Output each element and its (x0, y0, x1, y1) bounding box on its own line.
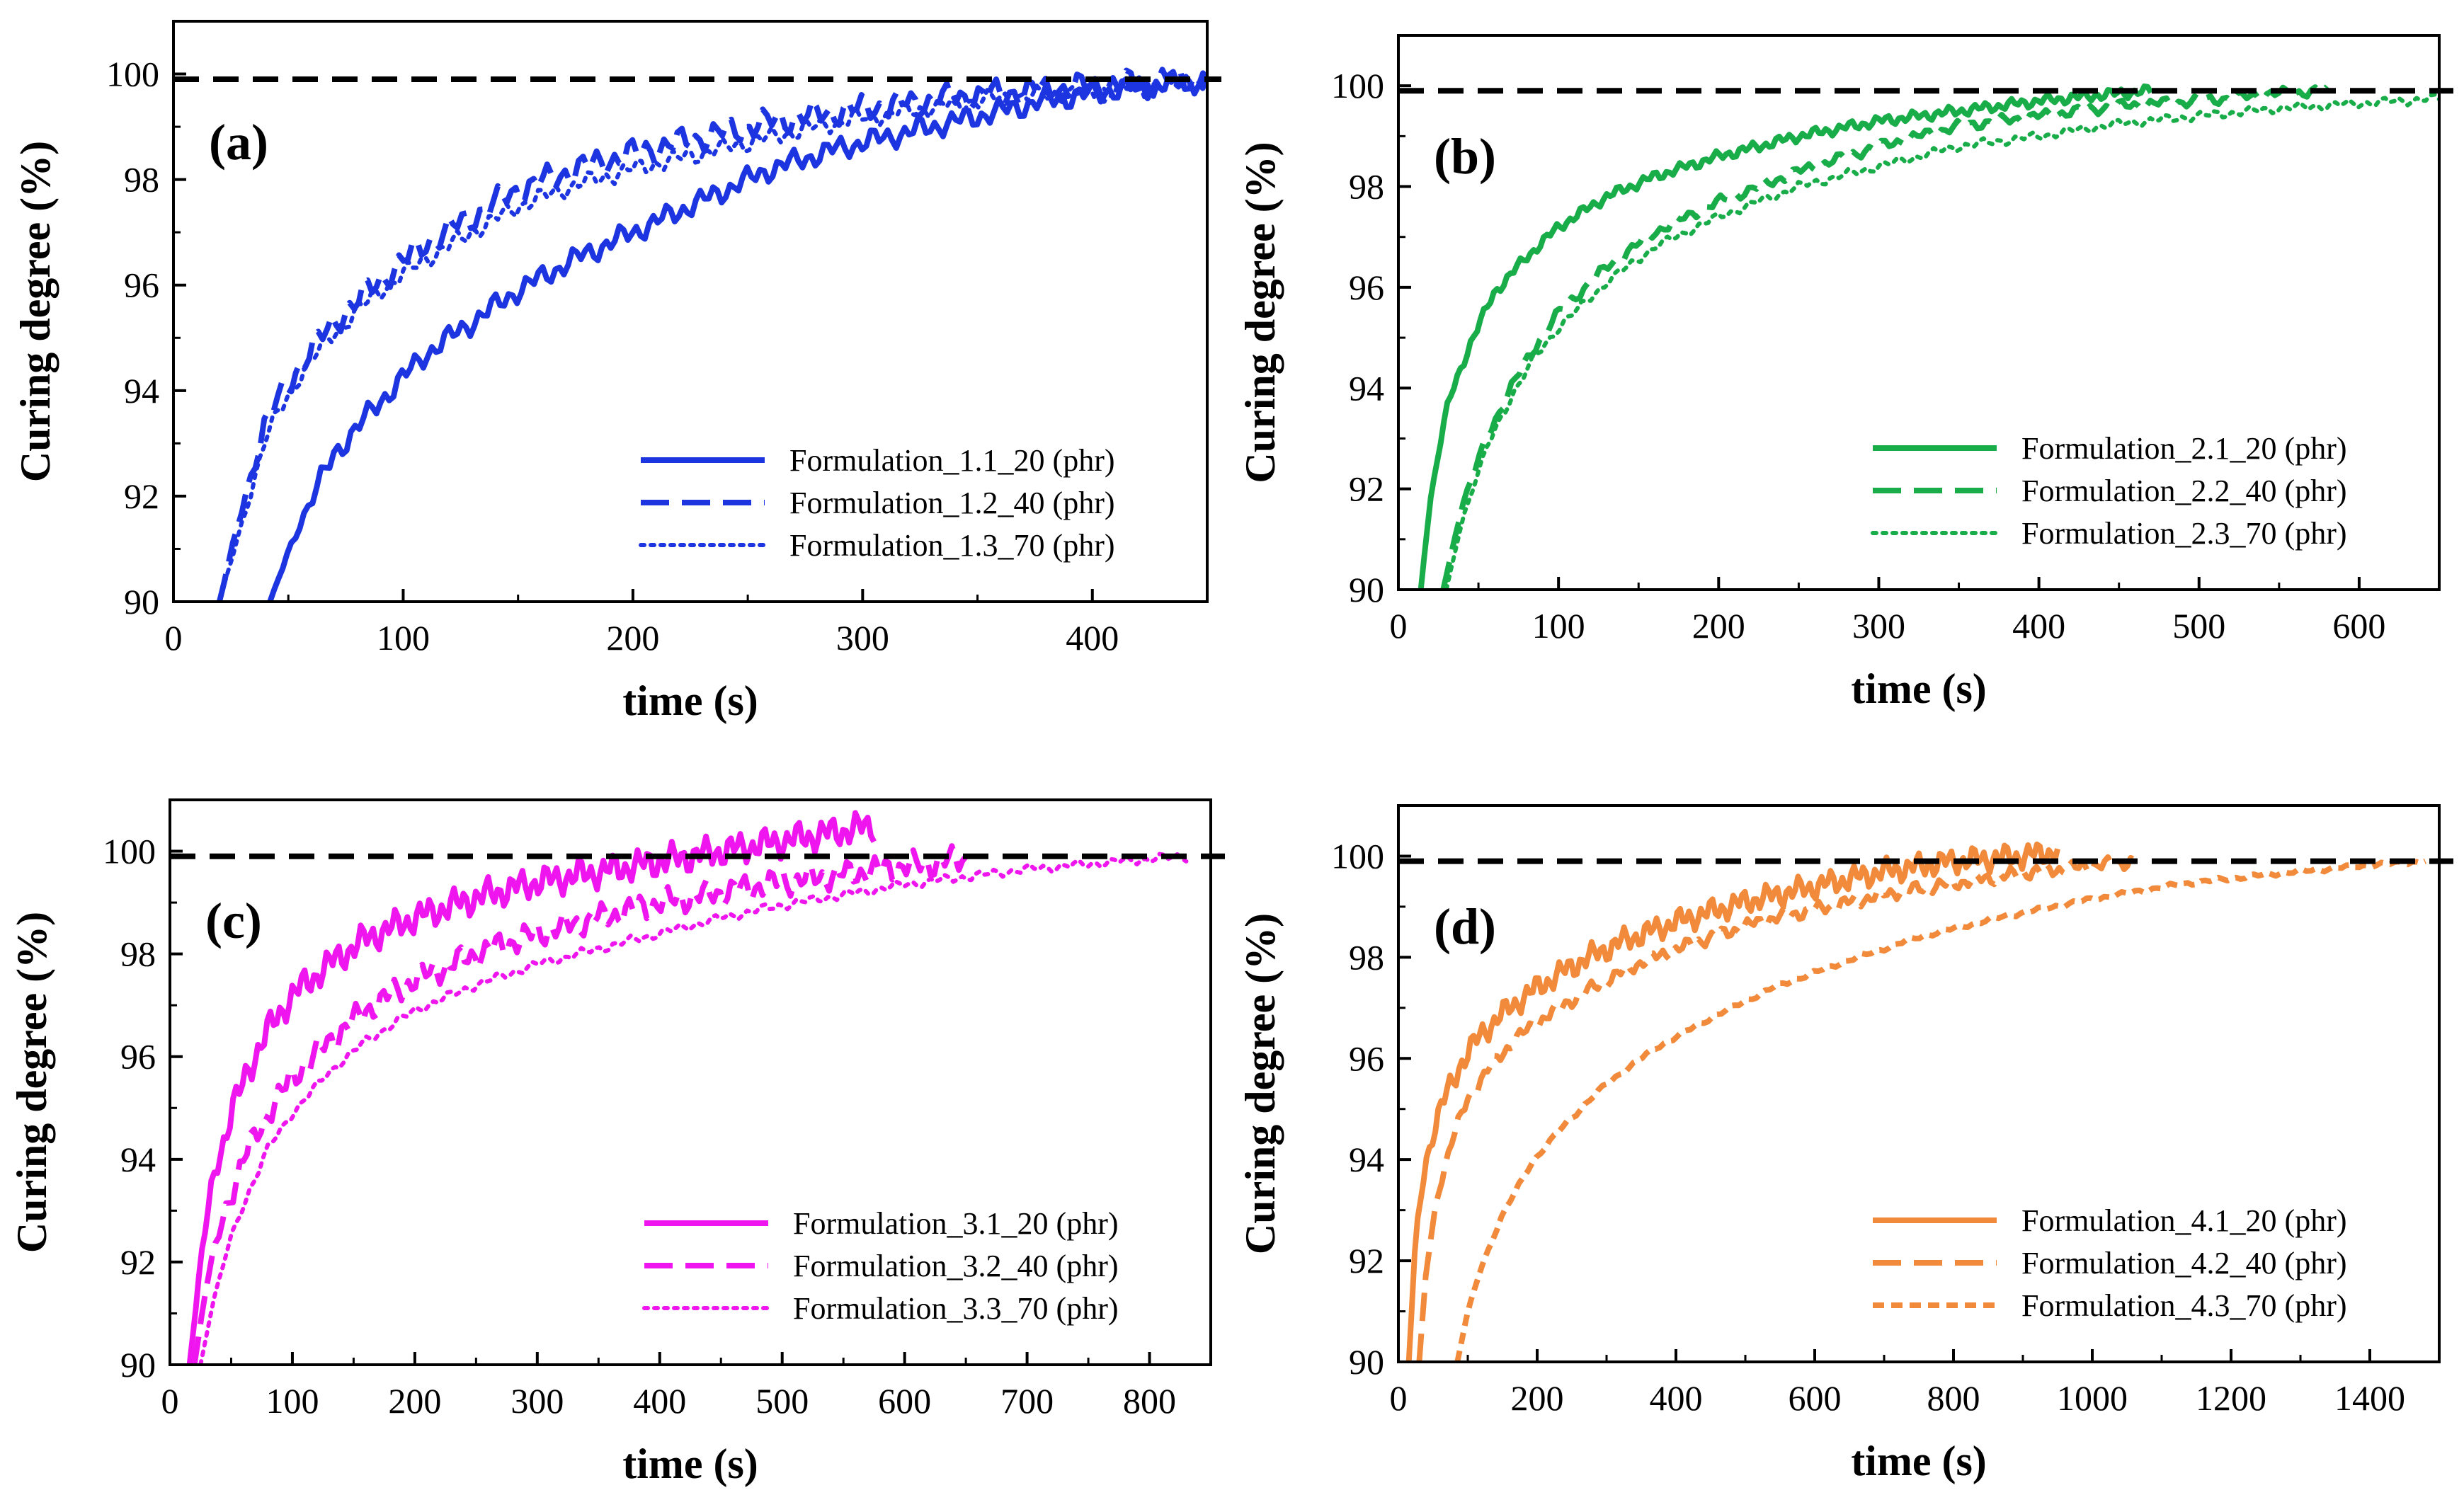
x-tick-label: 800 (1123, 1381, 1176, 1421)
series-line-3 (198, 852, 1189, 1365)
x-tick-label: 600 (2332, 606, 2385, 646)
series-line-2 (1440, 84, 2329, 590)
legend-label-1: Formulation_4.1_20 (phr) (2021, 1203, 2347, 1238)
series-line-2 (1416, 854, 2135, 1362)
y-tick-label: 92 (1349, 1241, 1384, 1280)
legend-label-2: Formulation_3.2_40 (phr) (793, 1249, 1119, 1283)
x-tick-label: 400 (2012, 606, 2065, 646)
x-tick-label: 700 (1000, 1381, 1054, 1421)
y-tick-label: 96 (124, 265, 159, 305)
x-tick-label: 1400 (2334, 1378, 2405, 1418)
x-tick-label: 800 (1927, 1378, 1980, 1418)
y-tick-label: 100 (1331, 836, 1384, 876)
y-tick-label: 90 (1349, 570, 1384, 609)
panel-label: (a) (209, 114, 268, 171)
x-tick-label: 200 (1511, 1378, 1564, 1418)
x-tick-label: 100 (377, 618, 430, 658)
y-tick-label: 98 (1349, 937, 1384, 977)
panel-label: (b) (1434, 128, 1496, 185)
y-tick-label: 90 (1349, 1342, 1384, 1382)
y-tick-label: 90 (124, 582, 159, 621)
plot-frame (1397, 34, 2441, 591)
panel-1: 0 100 200 300 400 90 92 94 96 98 100 time (s) Curing… (12, 20, 1221, 724)
panel-label: (c) (205, 893, 262, 949)
plot-frame (169, 798, 1212, 1366)
x-tick-label: 200 (1692, 606, 1745, 646)
series-line-3 (1444, 92, 2439, 590)
x-tick-label: 500 (2172, 606, 2225, 646)
x-tick-label: 600 (1789, 1378, 1842, 1418)
y-axis-title: Curing degree (%) (1237, 913, 1284, 1254)
panel-label: (d) (1434, 898, 1496, 955)
y-tick-label: 92 (124, 476, 159, 516)
series-line-1 (1418, 83, 2154, 590)
y-tick-label: 98 (1349, 167, 1384, 207)
legend-label-1: Formulation_3.1_20 (phr) (793, 1206, 1119, 1241)
y-tick-label: 100 (106, 55, 159, 94)
x-tick-label: 0 (161, 1381, 179, 1421)
series-line-1 (267, 69, 1207, 602)
y-tick-label: 94 (124, 371, 159, 411)
x-tick-label: 0 (165, 618, 183, 658)
x-axis-title: time (s) (622, 677, 758, 724)
x-axis-title: time (s) (1851, 665, 1987, 712)
y-tick-label: 92 (1349, 469, 1384, 509)
legend-label-2: Formulation_1.2_40 (phr) (789, 486, 1115, 520)
x-tick-label: 100 (266, 1381, 319, 1421)
panel-2: 0 100 200 300 400 500 600 90 92 94 96 98 100 time (s)… (1237, 34, 2453, 712)
x-tick-label: 200 (606, 618, 659, 658)
x-tick-label: 0 (1390, 1378, 1408, 1418)
legend-label-2: Formulation_4.2_40 (phr) (2021, 1246, 2347, 1280)
y-tick-label: 100 (1331, 66, 1384, 105)
y-tick-label: 96 (1349, 268, 1384, 307)
x-axis-title: time (s) (1851, 1438, 1987, 1484)
x-tick-label: 400 (1650, 1378, 1703, 1418)
x-tick-label: 300 (1852, 606, 1905, 646)
panel-3: 0 100 200 300 400 500 600 700 800 90 92 94 96 98 100 ti… (8, 798, 1225, 1487)
x-tick-label: 400 (633, 1381, 686, 1421)
series-line-1 (1405, 841, 2060, 1362)
y-tick-label: 100 (103, 832, 156, 871)
plot-frame (172, 20, 1209, 603)
legend-label-3: Formulation_2.3_70 (phr) (2021, 516, 2347, 551)
x-tick-label: 0 (1390, 606, 1408, 646)
series-line-2 (217, 66, 1207, 602)
y-tick-label: 94 (1349, 368, 1384, 408)
panel-4: 0 200 400 600 800 1000 1200 1400 90 92 94 96 98 100 ti… (1237, 804, 2453, 1484)
legend-label-1: Formulation_2.1_20 (phr) (2021, 431, 2347, 466)
x-tick-label: 1000 (2057, 1378, 2128, 1418)
y-axis-title: Curing degree (%) (8, 912, 55, 1253)
x-tick-label: 500 (755, 1381, 809, 1421)
y-tick-label: 98 (124, 160, 159, 200)
x-tick-label: 400 (1066, 618, 1119, 658)
y-tick-label: 96 (120, 1037, 156, 1077)
legend-label-3: Formulation_3.3_70 (phr) (793, 1291, 1119, 1326)
y-tick-label: 94 (1349, 1140, 1384, 1179)
legend-label-3: Formulation_4.3_70 (phr) (2021, 1288, 2347, 1323)
y-axis-title: Curing degree (%) (1237, 142, 1284, 483)
x-tick-label: 300 (836, 618, 889, 658)
y-axis-title: Curing degree (%) (12, 141, 59, 482)
x-tick-label: 200 (388, 1381, 441, 1421)
y-tick-label: 96 (1349, 1038, 1384, 1078)
series-line-1 (186, 810, 877, 1365)
series-line-3 (1454, 858, 2426, 1362)
y-tick-label: 90 (120, 1345, 156, 1385)
x-tick-label: 300 (511, 1381, 564, 1421)
y-tick-label: 98 (120, 934, 156, 974)
x-tick-label: 1200 (2196, 1378, 2266, 1418)
series-line-3 (217, 73, 1207, 602)
plot-frame (1397, 804, 2441, 1363)
y-tick-label: 92 (120, 1242, 156, 1282)
x-tick-label: 600 (878, 1381, 931, 1421)
legend-label-2: Formulation_2.2_40 (phr) (2021, 474, 2347, 508)
series-line-2 (191, 843, 969, 1365)
x-axis-title: time (s) (622, 1440, 758, 1487)
y-tick-label: 94 (120, 1140, 156, 1179)
legend-label-3: Formulation_1.3_70 (phr) (789, 528, 1115, 563)
legend-label-1: Formulation_1.1_20 (phr) (789, 443, 1115, 478)
x-tick-label: 100 (1532, 606, 1585, 646)
